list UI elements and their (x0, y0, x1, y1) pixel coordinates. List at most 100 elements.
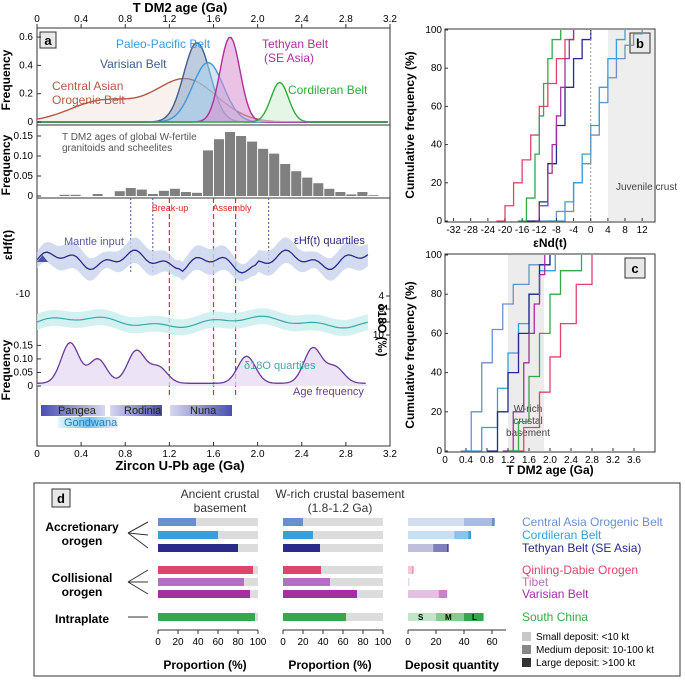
belt-name: Central Asia Orogenic Belt (522, 515, 663, 529)
d-tick-label: 60 (212, 637, 224, 648)
top-tick-label: 2.0 (251, 14, 265, 25)
hist-bar (368, 195, 379, 196)
d18o-ytick-label: 6 (378, 304, 384, 315)
bar-rodinia (110, 405, 162, 416)
b-ytick-label: 40 (431, 140, 443, 151)
d18o-ytick-label: 8 (378, 317, 384, 328)
belt-name: Qinling-Dabie Orogen (522, 563, 638, 577)
wrich-bar (283, 590, 357, 598)
a-histogram (59, 132, 379, 196)
b-ytick-label: 100 (425, 25, 442, 36)
qty-large (492, 518, 495, 526)
label-tethyan-2: (SE Asia) (264, 51, 314, 65)
hist-bar (313, 183, 324, 196)
b-xtick-label: -8 (552, 225, 561, 236)
ancient-bar (158, 544, 238, 552)
hist-bar (324, 188, 335, 196)
ancient-bar (158, 566, 253, 574)
d-tick-label: 80 (357, 637, 369, 648)
hist-bar (158, 190, 169, 196)
c-curve-0 (460, 255, 551, 452)
c-ytick-label: 20 (431, 407, 443, 418)
c-xtick-label: 0.4 (459, 455, 473, 466)
hist-bar (125, 188, 136, 196)
belt-name: Varisian Belt (522, 587, 589, 601)
a-kde-yaxis: 0 0.2 0.4 0.6 (19, 32, 41, 128)
c-curves (460, 255, 593, 452)
group-collisional-2: orogen (62, 585, 103, 599)
panel-d-frame (33, 482, 681, 677)
wrich-bg (283, 578, 383, 586)
c-xtick-label: 2.4 (564, 455, 578, 466)
ancient-bar (158, 518, 196, 526)
group-bracket (127, 569, 149, 583)
label-tethyan-1: Tethyan Belt (262, 37, 329, 51)
label-pangea: Pangea (58, 405, 97, 417)
b-xtick-label: -16 (515, 225, 530, 236)
panel-b-frame (444, 28, 656, 223)
panel-a-letter-box (39, 31, 57, 49)
hist-bar (191, 192, 202, 196)
panel-b-letter-box (629, 32, 651, 54)
c-xlabel: T DM2 age (Ga) (506, 463, 593, 477)
b-curve-4 (535, 30, 575, 222)
hist-bar (302, 177, 313, 196)
col1-title-2: basement (194, 501, 247, 515)
d-xlabel-1: Proportion (%) (163, 658, 246, 672)
wrich-bar (283, 531, 313, 539)
qty-medium (464, 518, 492, 526)
legend-swatch (522, 645, 531, 654)
label-assembly: Assembly (212, 203, 252, 213)
d18o-median (36, 315, 369, 329)
hist-bar (136, 189, 147, 196)
panel-b-letter: b (636, 36, 644, 51)
qty-medium (433, 544, 448, 552)
top-tick-label: 2.8 (339, 14, 353, 25)
d-tick-label: 20 (430, 637, 442, 648)
top-tick-label: 0.8 (118, 14, 132, 25)
group-intraplate: Intraplate (55, 612, 109, 626)
age-ytick-label: 0.15 (14, 340, 34, 351)
label-varisian: Varisian Belt (100, 57, 167, 71)
a-d18o-ylabel: δ18O (‰) (375, 303, 389, 356)
b-xtick-label: -4 (569, 225, 578, 236)
bottom-tick-label: 0.8 (118, 449, 132, 460)
kde-ytick-label: 0 (27, 117, 33, 128)
bar-gondwana (58, 417, 118, 428)
b-curve-1 (547, 30, 626, 222)
qty-small (408, 518, 464, 526)
b-xtick-label: -28 (463, 225, 478, 236)
d-xlabel-3: Deposit quantity (405, 658, 499, 672)
bottom-tick-label: 1.6 (207, 449, 221, 460)
b-ylabel: Cumulative frequency (%) (403, 51, 417, 198)
b-xtick-label: 4 (605, 225, 611, 236)
label-age-frequency: Age frequency (293, 386, 364, 398)
kde-ytick-label: 0.6 (19, 32, 33, 43)
ancient-bar (158, 531, 218, 539)
kde-line-4 (37, 81, 388, 123)
ancient-bg (158, 518, 258, 526)
hist-bar (214, 139, 225, 196)
group-accretionary-1: Accretionary (45, 520, 119, 534)
qty-medium (436, 613, 464, 621)
a-kde-curves (36, 36, 390, 123)
legend-swatch (522, 658, 531, 667)
sml-label: M (445, 613, 452, 622)
d-tick-label: 60 (337, 637, 349, 648)
d-tick-label: 80 (232, 637, 244, 648)
hist-ytick-label: 0.10 (14, 151, 34, 162)
label-gondwana: Gondwana (64, 417, 118, 429)
hist-note-1: T DM2 ages of global W-fertile (62, 132, 197, 143)
hist-bar (169, 188, 180, 196)
b-xlabel: εNd(t) (533, 236, 567, 250)
hist-ytick-label: 0.05 (14, 171, 34, 182)
b-curves (496, 30, 643, 222)
kde-area-3 (37, 37, 390, 122)
b-ytick-label: 20 (431, 178, 443, 189)
d-tick-label: 40 (192, 637, 204, 648)
c-ytick-label: 0 (436, 446, 442, 457)
belt-name: Tibet (522, 575, 549, 589)
bar-pangea (41, 405, 105, 416)
wrich-bg (283, 544, 383, 552)
